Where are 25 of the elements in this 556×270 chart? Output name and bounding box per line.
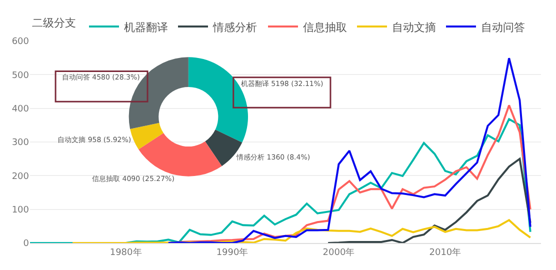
line-series [30, 118, 532, 243]
x-tick-label: 1980年 [110, 246, 142, 258]
donut-slice [188, 57, 248, 143]
legend-label: 自动问答 [481, 20, 525, 34]
legend-label: 自动文摘 [392, 20, 436, 34]
line-series [327, 158, 532, 243]
legend-label: 情感分析 [212, 20, 257, 34]
x-tick-label: 2010年 [429, 246, 462, 258]
x-tick-label: 1990年 [216, 246, 248, 258]
legend-label: 信息抽取 [303, 20, 347, 34]
x-tick-label: 2000年 [322, 246, 355, 258]
y-tick-label: 500 [12, 70, 30, 81]
line-series [178, 104, 532, 243]
line-series [72, 219, 532, 243]
donut-slice [205, 130, 242, 166]
legend-title: 二级分支 [32, 16, 76, 30]
y-tick-label: 100 [12, 205, 30, 216]
y-tick-label: 300 [12, 138, 30, 148]
y-tick-label: 400 [12, 104, 30, 114]
donut-slice [130, 122, 164, 150]
donut-slice [138, 133, 222, 176]
y-tick-label: 600 [12, 37, 30, 48]
y-tick-label: 200 [12, 172, 30, 182]
legend-label: 机器翻译 [124, 20, 168, 34]
y-tick-label: 0 [23, 239, 30, 250]
